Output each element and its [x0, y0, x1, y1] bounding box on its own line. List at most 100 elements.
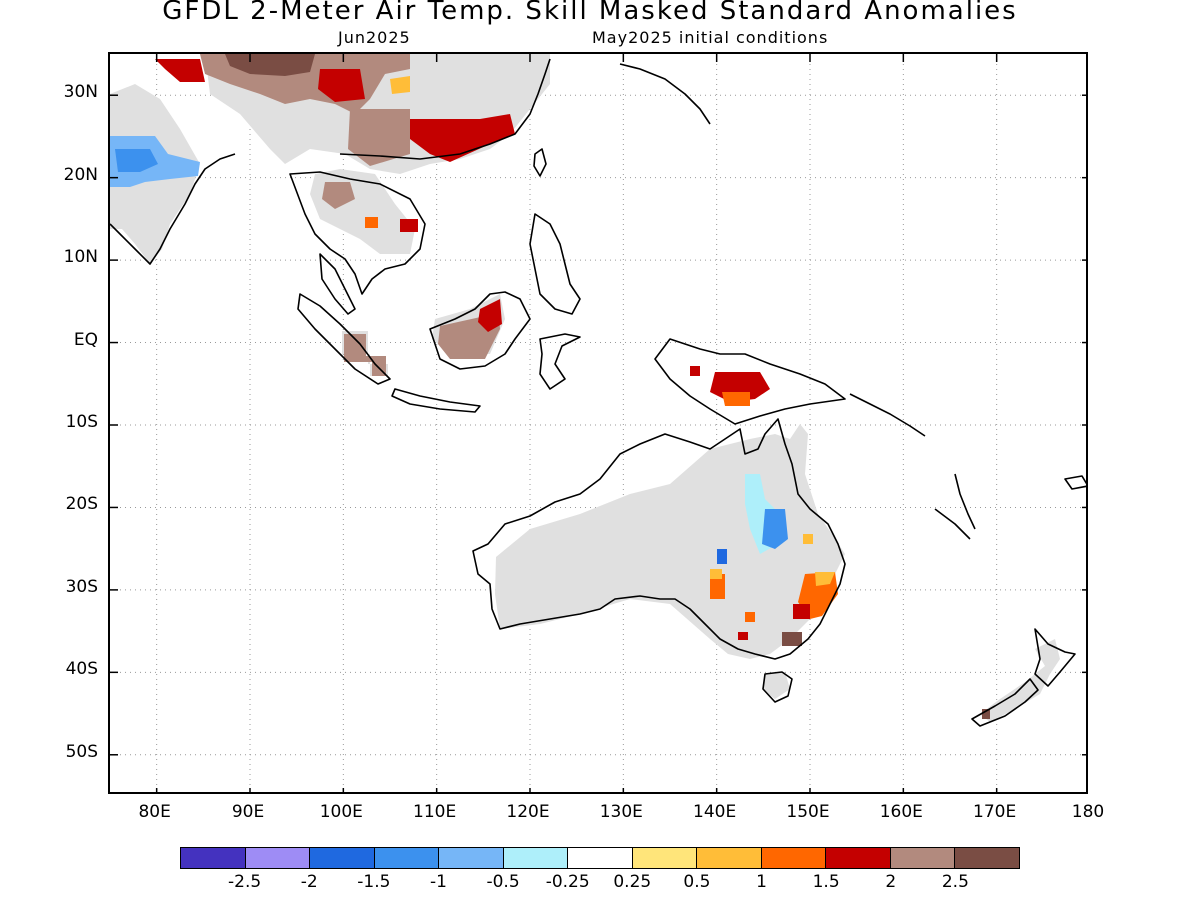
colorbar-swatch [890, 848, 956, 868]
coast-india [110, 153, 236, 265]
colorbar-swatch [245, 848, 311, 868]
coast-sulawesi [539, 333, 581, 390]
colorbar-label: 1 [756, 872, 767, 892]
australia-mask [495, 424, 845, 659]
colorbar-swatch [181, 848, 246, 868]
map-panel [108, 52, 1088, 794]
lon-label: 90E [231, 802, 265, 822]
skill-mask [110, 54, 1060, 722]
coast-solomons [849, 393, 926, 437]
coast-borneo [429, 291, 531, 370]
colorbar-swatch [503, 848, 569, 868]
map-canvas [110, 54, 1086, 792]
anomaly-patches [110, 54, 990, 719]
initial-conditions: May2025 initial conditions [592, 28, 829, 47]
lat-label: 30S [65, 576, 98, 597]
lon-label: 100E [319, 802, 363, 822]
graticule [110, 54, 1086, 792]
coast-nz-south [971, 678, 1039, 727]
anomaly-red-2 [318, 69, 365, 102]
anomaly-red-small-sa [738, 632, 748, 640]
colorbar-label: -0.5 [486, 872, 520, 892]
coast-new-guinea [654, 338, 846, 425]
colorbar-swatch [568, 848, 633, 868]
coast-vanuatu [954, 473, 976, 530]
coast-indochina [289, 171, 426, 295]
tasmania-mask [762, 672, 790, 699]
coast-malay [319, 253, 356, 315]
colorbar-label: -0.25 [545, 872, 590, 892]
lon-label: 110E [413, 802, 457, 822]
anomaly-brown-china [348, 109, 410, 166]
anomaly-blue-qld [762, 509, 788, 549]
anomaly-cooler-india [115, 149, 158, 172]
anomaly-darkbrown-tibet [225, 54, 315, 76]
colorbar-label: 0.5 [683, 872, 711, 892]
colorbar-swatch [697, 848, 762, 868]
anomaly-lightorange-nsw [815, 572, 835, 586]
lat-label: 10N [63, 247, 98, 268]
anomaly-orange-china [390, 76, 410, 94]
lon-label: 80E [138, 802, 171, 822]
anomaly-orange-indochina [365, 217, 378, 228]
lon-label: 130E [599, 802, 643, 822]
anomaly-brown-indochina [322, 182, 355, 209]
nz-mask [980, 639, 1060, 722]
lon-label: 170E [973, 802, 1017, 822]
coast-new-caledonia [934, 508, 971, 540]
coast-tasmania [762, 671, 793, 703]
coast-java [391, 388, 481, 413]
lon-label: 140E [693, 802, 737, 822]
anomaly-red-indochina [400, 219, 418, 232]
lat-label: 20S [65, 494, 98, 515]
colorbar-label: -1 [429, 872, 447, 892]
coast-china [339, 58, 551, 160]
colorbar-swatch [632, 848, 698, 868]
coast-sumatra [297, 293, 391, 385]
lon-label: 120E [506, 802, 550, 822]
lon-label: 160E [879, 802, 923, 822]
colorbar-label: 2.5 [941, 872, 969, 892]
colorbar-swatch [826, 848, 891, 868]
colorbar-label: -2 [300, 872, 318, 892]
colorbar-swatch [761, 848, 827, 868]
colorbar-label: -1.5 [357, 872, 391, 892]
anomaly-yellow-sa [710, 569, 722, 579]
coast-taiwan [533, 148, 547, 177]
anomaly-red-1 [155, 59, 205, 82]
anomaly-yellow-qld [803, 534, 813, 544]
colorbar-label: 0.25 [613, 872, 652, 892]
anomaly-orange-small [745, 612, 755, 622]
lat-label: 20N [63, 164, 98, 185]
coastlines [110, 58, 1086, 727]
coast-nz-north [1034, 628, 1076, 687]
colorbar-swatch [955, 848, 1019, 868]
lon-label: 180 [1071, 802, 1105, 822]
lat-label: EQ [73, 329, 98, 350]
colorbar-label: 1.5 [812, 872, 840, 892]
lat-label: 50S [65, 741, 98, 762]
colorbar-swatch [374, 848, 440, 868]
coast-japan [619, 63, 711, 125]
forecast-month: Jun2025 [338, 28, 411, 47]
coast-philippines [529, 213, 581, 315]
anomaly-red-nsw [793, 604, 810, 619]
colorbar-label: -2.5 [228, 872, 262, 892]
colorbar [180, 847, 1020, 869]
lat-label: 10S [65, 412, 98, 432]
anomaly-red-png-small [690, 366, 700, 376]
map-title: GFDL 2-Meter Air Temp. Skill Masked Stan… [162, 0, 1018, 26]
lat-label: 40S [65, 659, 98, 680]
anomaly-orange-png [722, 392, 750, 406]
anomaly-brown-vic [782, 632, 802, 646]
coast-fiji [1064, 475, 1086, 490]
anomaly-orange-sa [710, 574, 725, 599]
lon-label: 150E [786, 802, 830, 822]
coast-australia [472, 418, 846, 660]
colorbar-swatch [439, 848, 504, 868]
anomaly-blue-small [717, 549, 727, 564]
anomaly-red-borneo [478, 299, 502, 332]
colorbar-label: 2 [885, 872, 897, 892]
lat-label: 30N [63, 82, 98, 103]
colorbar-swatch [310, 848, 375, 868]
